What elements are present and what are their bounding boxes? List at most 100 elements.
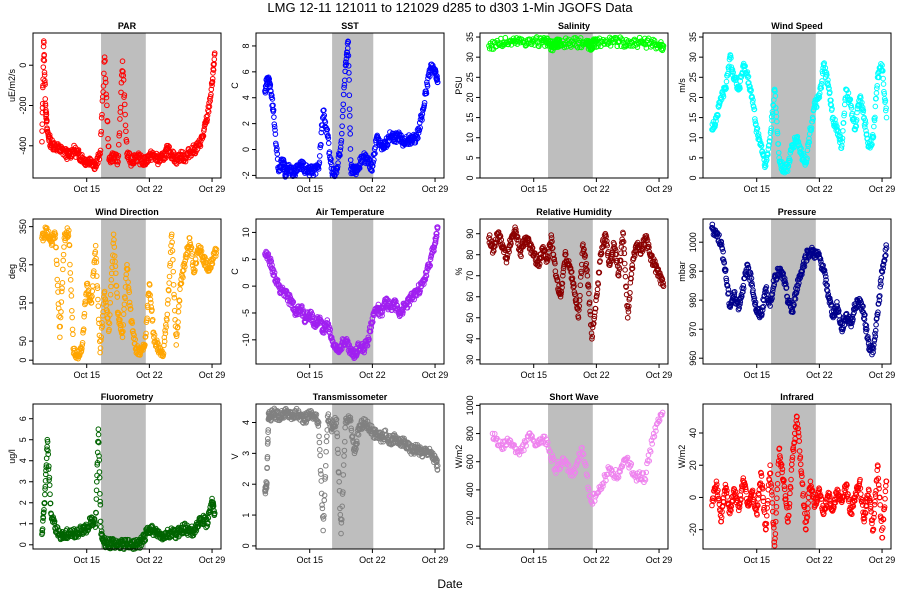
wind-speed-point <box>881 88 887 95</box>
air-temperature-point <box>267 255 274 262</box>
pressure-ylabel: mbar <box>677 261 687 282</box>
relative-humidity-point <box>559 284 565 291</box>
par-point <box>118 89 124 96</box>
short-wave-point <box>541 433 548 440</box>
par-point <box>122 111 128 118</box>
wind-direction-point <box>57 323 64 330</box>
wind-direction-point <box>99 319 105 326</box>
fluorometry-point <box>39 530 46 536</box>
air-temperature-point <box>421 277 428 284</box>
wind-direction-point <box>213 246 220 253</box>
wind-direction-point <box>107 291 114 298</box>
par-point <box>75 147 82 153</box>
wind-direction-point <box>92 249 99 255</box>
wind-speed-point <box>768 128 774 134</box>
pressure-point <box>780 270 786 277</box>
sst-point <box>274 151 281 157</box>
pressure-point <box>827 299 834 305</box>
par-point <box>209 82 215 89</box>
transmissometer-point <box>419 453 426 460</box>
wind-speed-point <box>752 116 758 122</box>
fluorometry-point <box>47 491 53 498</box>
air-temperature-ytick-label: -5 <box>241 309 251 317</box>
transmissometer-point <box>434 457 440 464</box>
sst-point <box>272 131 279 137</box>
pressure-point <box>875 300 882 307</box>
short-wave-point <box>572 469 579 475</box>
wind-direction-point <box>66 227 72 234</box>
par-point <box>119 58 126 64</box>
wind-direction-point <box>149 316 156 323</box>
wind-direction-point <box>52 235 58 241</box>
pressure-point <box>737 301 743 308</box>
sst-point <box>434 73 440 79</box>
wind-speed-point <box>823 69 830 76</box>
transmissometer-point <box>322 462 329 469</box>
pressure-point <box>787 297 793 304</box>
relative-humidity-point <box>623 284 630 290</box>
air-temperature-xtick-label: Oct 15 <box>296 370 323 380</box>
relative-humidity-point <box>592 309 598 316</box>
air-temperature-point <box>367 328 374 335</box>
wind-direction-point <box>175 308 182 315</box>
pressure-ytick-label: 1000 <box>688 232 698 252</box>
wind-speed-point <box>841 110 848 117</box>
wind-direction-point <box>122 284 129 290</box>
wind-speed-point <box>832 120 839 127</box>
pressure-point <box>763 284 770 290</box>
par-point <box>98 114 105 121</box>
salinity-xtick-label: Oct 29 <box>646 184 673 194</box>
air-temperature-point <box>394 303 401 309</box>
sst-point <box>340 107 346 114</box>
sst-point <box>346 70 352 76</box>
wind-direction-point <box>120 328 126 335</box>
wind-direction-point <box>190 266 197 272</box>
wind-direction-point <box>97 345 104 351</box>
wind-speed-point <box>874 83 880 89</box>
short-wave-point <box>565 462 572 468</box>
fluorometry-point <box>46 463 52 470</box>
air-temperature-point <box>345 340 351 347</box>
relative-humidity-point <box>594 286 601 293</box>
fluorometry-point <box>85 527 92 533</box>
sst-frame <box>255 32 445 179</box>
wind-direction-point <box>142 342 148 348</box>
transmissometer-point <box>321 497 328 504</box>
wind-direction-point <box>54 282 61 289</box>
wind-direction-point <box>107 312 113 318</box>
fluorometry-xtick-label: Oct 29 <box>199 555 226 565</box>
pressure-point <box>860 303 866 310</box>
par-point <box>166 143 172 150</box>
wind-direction-point <box>67 276 74 283</box>
relative-humidity-point <box>569 275 576 281</box>
wind-speed-point <box>758 142 765 149</box>
pressure-point <box>862 312 868 318</box>
wind-direction-point <box>67 261 73 268</box>
wind-speed-point <box>722 86 729 93</box>
sst-point <box>325 132 331 139</box>
wind-direction-point <box>78 347 85 354</box>
relative-humidity-point <box>560 269 566 275</box>
pressure-point <box>769 288 776 294</box>
par-point <box>43 111 50 118</box>
wind-direction-point <box>88 294 94 301</box>
wind-direction-point <box>127 306 134 312</box>
pressure-point <box>744 262 751 269</box>
wind-direction-point <box>170 256 176 263</box>
wind-direction-ylabel: deg <box>7 264 17 279</box>
wind-direction-point <box>111 244 118 250</box>
pressure-point <box>720 248 726 255</box>
relative-humidity-point <box>617 257 624 264</box>
fluorometry-ytick-label: 2 <box>18 500 28 505</box>
wind-direction-point <box>212 253 219 259</box>
transmissometer-point <box>334 446 341 453</box>
relative-humidity-ytick-label: 90 <box>465 229 475 239</box>
wind-direction-point <box>169 248 176 254</box>
wind-speed-point <box>758 140 764 146</box>
wind-direction-series-points <box>39 224 220 362</box>
wind-speed-shade-0 <box>771 33 816 178</box>
wind-speed-point <box>824 72 830 78</box>
sst-point <box>274 145 280 152</box>
fluorometry-point <box>94 449 101 456</box>
salinity-xtick-label: Oct 15 <box>520 184 547 194</box>
